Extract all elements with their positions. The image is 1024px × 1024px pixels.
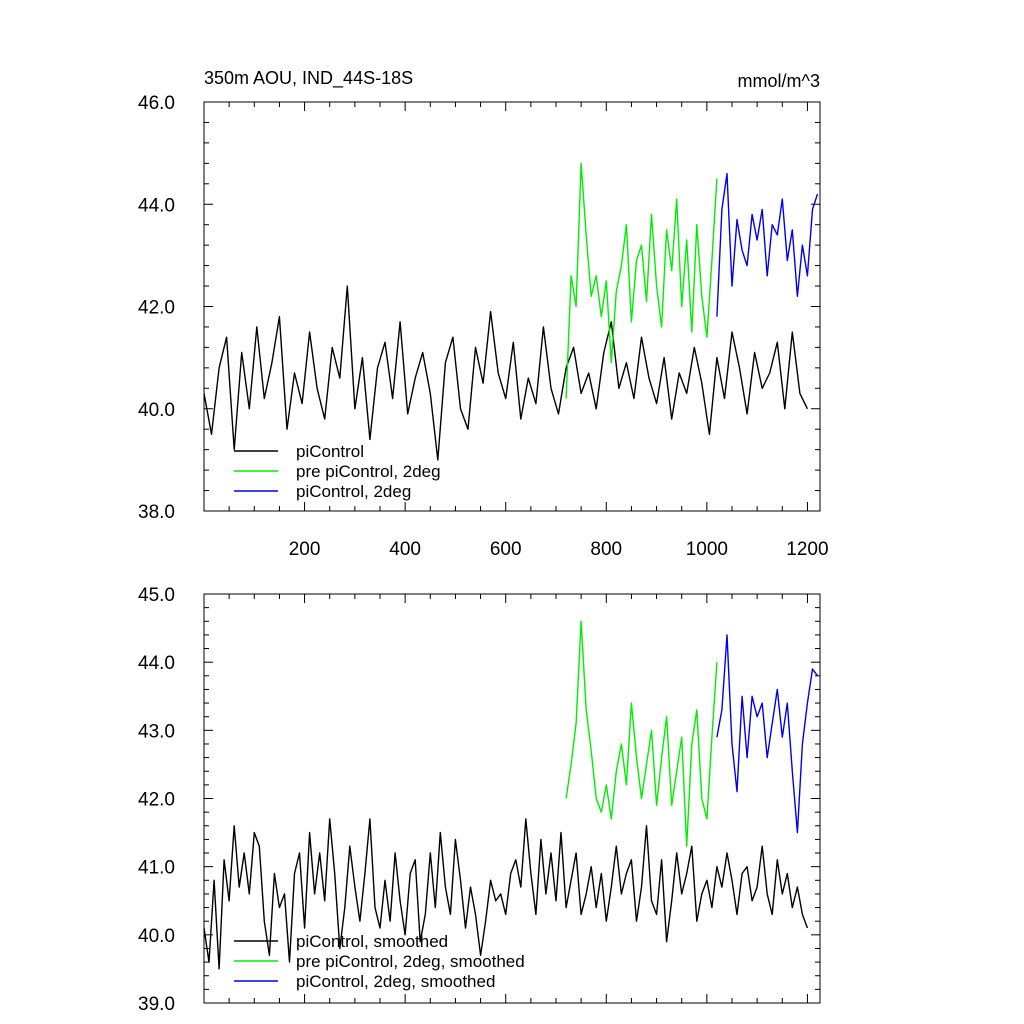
series-line-0 [203, 285, 809, 461]
legend: piControl, smoothed pre piControl, 2deg,… [234, 932, 525, 991]
series-lines [203, 620, 819, 970]
x-tick-label: 800 [590, 539, 622, 560]
legend-label-pre-picontrol-2deg-smoothed: pre piControl, 2deg, smoothed [296, 952, 525, 971]
units-label: mmol/m^3 [738, 71, 820, 91]
y-tick-label: 40.0 [138, 926, 175, 947]
legend-label-picontrol-2deg-smoothed: piControl, 2deg, smoothed [296, 972, 495, 991]
legend: piControl pre piControl, 2deg piControl,… [234, 442, 441, 501]
series-line-0 [203, 818, 809, 970]
y-tick-label: 45.0 [138, 585, 175, 606]
x-tick-label: 1000 [686, 539, 728, 560]
top-panel: 350m AOU, IND_44S-18S mmol/m^3 200 400 600… [138, 68, 829, 560]
y-tick-label: 41.0 [138, 858, 175, 879]
axis-ticks: 39.0 40.0 41.0 42.0 43.0 44.0 45.0 [138, 585, 820, 1015]
series-line-1 [565, 620, 718, 847]
y-tick-label: 44.0 [138, 653, 175, 674]
y-tick-label: 43.0 [138, 721, 175, 742]
y-tick-label: 44.0 [138, 195, 175, 216]
y-tick-label: 42.0 [138, 298, 175, 319]
y-tick-label: 46.0 [138, 93, 175, 114]
legend-label-picontrol: piControl [296, 442, 364, 461]
y-tick-label: 42.0 [138, 790, 175, 811]
bottom-panel: 39.0 40.0 41.0 42.0 43.0 44.0 45.0 piControl, … [138, 585, 821, 1015]
x-tick-label: 200 [289, 539, 321, 560]
legend-label-picontrol-smoothed: piControl, smoothed [296, 932, 448, 951]
series-line-2 [716, 172, 819, 317]
series-lines [203, 162, 819, 461]
legend-label-pre-picontrol-2deg: pre piControl, 2deg [296, 462, 441, 481]
x-tick-label: 600 [490, 539, 522, 560]
axis-ticks: 200 400 600 800 1000 1200 38.0 40.0 42.0 44.0 46.0 [138, 93, 829, 560]
y-tick-label: 39.0 [138, 994, 175, 1015]
x-tick-label: 400 [389, 539, 421, 560]
series-line-1 [565, 162, 718, 399]
x-tick-label: 1200 [786, 539, 828, 560]
chart-title: 350m AOU, IND_44S-18S [204, 68, 413, 89]
y-tick-label: 38.0 [138, 502, 175, 523]
y-tick-label: 40.0 [138, 400, 175, 421]
legend-label-picontrol-2deg: piControl, 2deg [296, 482, 411, 501]
series-line-2 [716, 634, 819, 834]
